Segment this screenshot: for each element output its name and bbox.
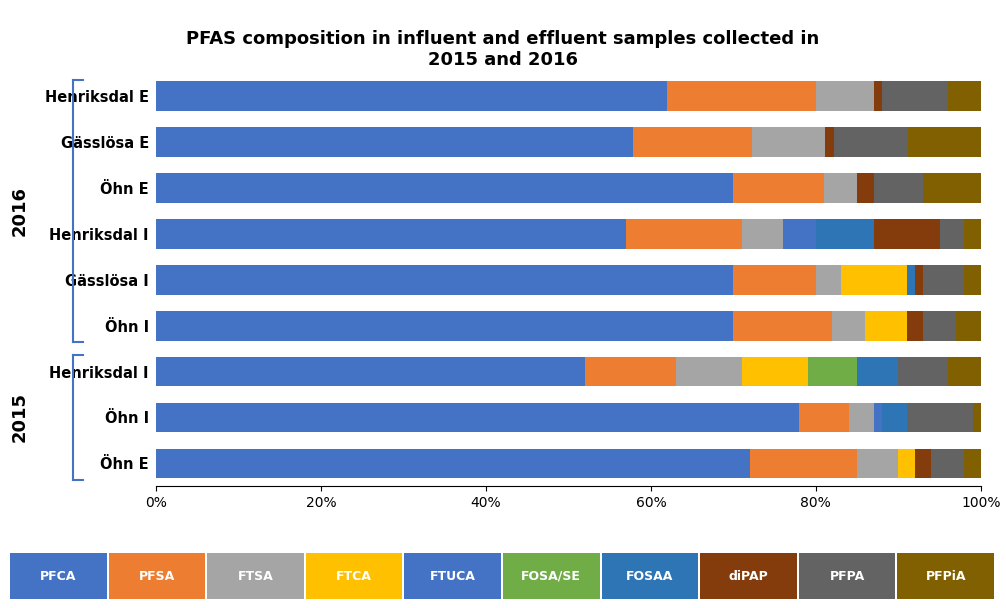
Bar [956, 311, 981, 340]
Bar [873, 173, 924, 202]
Bar [932, 449, 965, 478]
Bar [965, 264, 981, 295]
Bar [907, 127, 981, 157]
Bar [906, 264, 914, 295]
Bar [873, 219, 940, 249]
Bar [882, 81, 948, 111]
Bar [156, 127, 633, 157]
Text: FTSA: FTSA [237, 570, 274, 582]
Text: 2016: 2016 [11, 186, 29, 236]
Bar [973, 402, 981, 432]
Bar [873, 402, 882, 432]
Bar [857, 357, 898, 387]
Bar [816, 219, 873, 249]
Bar [676, 357, 741, 387]
Bar [906, 311, 924, 340]
Bar [667, 81, 816, 111]
Bar [924, 264, 965, 295]
Text: FTCA: FTCA [336, 570, 372, 582]
Bar [924, 311, 956, 340]
Bar [914, 264, 924, 295]
Text: 2015: 2015 [11, 393, 29, 443]
Text: PFPA: PFPA [829, 570, 865, 582]
Bar [749, 449, 857, 478]
Bar [824, 173, 857, 202]
Bar [898, 449, 914, 478]
Text: FTUCA: FTUCA [430, 570, 476, 582]
Bar [733, 311, 832, 340]
Bar [156, 264, 733, 295]
Bar [825, 127, 834, 157]
Bar [906, 402, 973, 432]
Text: FOSA/SE: FOSA/SE [521, 570, 581, 582]
Bar [849, 402, 873, 432]
Text: PFAS composition in influent and effluent samples collected in
2015 and 2016: PFAS composition in influent and effluen… [186, 30, 820, 69]
Text: PFSA: PFSA [139, 570, 175, 582]
Bar [741, 219, 783, 249]
Bar [940, 219, 965, 249]
Bar [841, 264, 906, 295]
Bar [873, 81, 882, 111]
Bar [857, 173, 873, 202]
Bar [882, 402, 906, 432]
Bar [584, 357, 676, 387]
Text: PFPiA: PFPiA [926, 570, 966, 582]
Bar [156, 311, 733, 340]
Bar [741, 357, 808, 387]
Bar [857, 449, 898, 478]
Bar [733, 173, 824, 202]
Text: FOSAA: FOSAA [626, 570, 674, 582]
Bar [832, 311, 865, 340]
Bar [800, 402, 849, 432]
Bar [156, 173, 733, 202]
Bar [626, 219, 741, 249]
Bar [965, 219, 981, 249]
Bar [898, 357, 948, 387]
Bar [733, 264, 816, 295]
Bar [633, 127, 751, 157]
Bar [948, 81, 981, 111]
Bar [156, 81, 667, 111]
Bar [834, 127, 907, 157]
Bar [914, 449, 932, 478]
Bar [751, 127, 825, 157]
Bar [865, 311, 906, 340]
Bar [816, 81, 873, 111]
Bar [156, 402, 800, 432]
Bar [948, 357, 981, 387]
Bar [924, 173, 981, 202]
Bar [965, 449, 981, 478]
Text: diPAP: diPAP [728, 570, 769, 582]
Bar [156, 449, 749, 478]
Bar [156, 357, 584, 387]
Text: PFCA: PFCA [40, 570, 76, 582]
Bar [783, 219, 816, 249]
Bar [808, 357, 857, 387]
Bar [816, 264, 841, 295]
Bar [156, 219, 626, 249]
